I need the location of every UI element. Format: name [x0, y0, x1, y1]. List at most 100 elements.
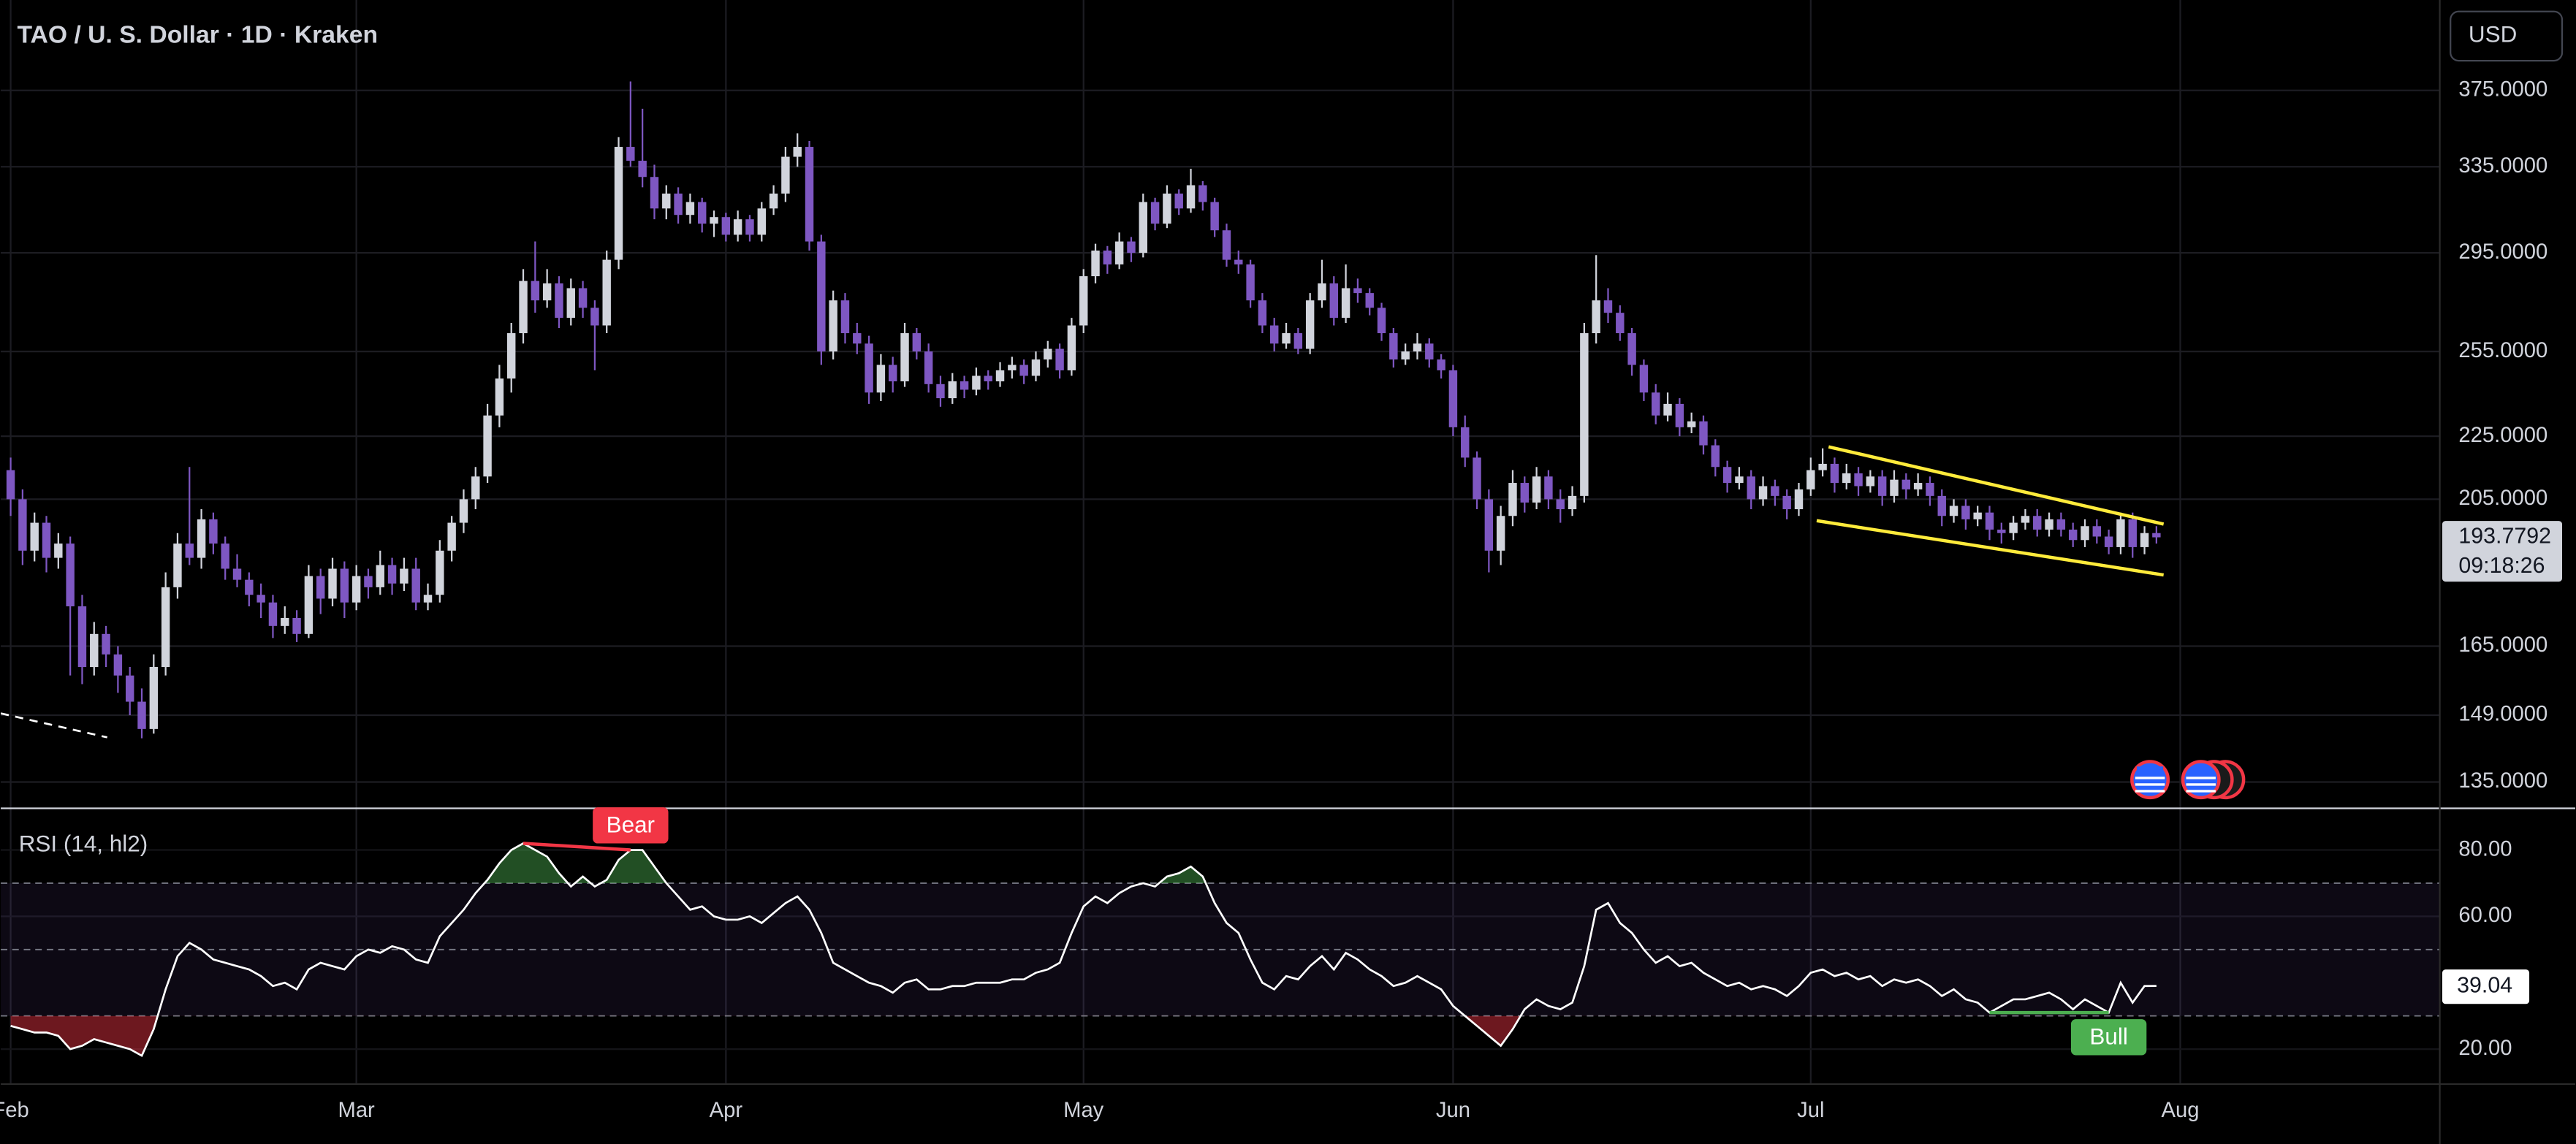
candle-body [1652, 392, 1660, 416]
candle-body [865, 343, 873, 393]
currency-label[interactable]: USD [2469, 22, 2517, 47]
last-price-badge [2442, 521, 2562, 582]
candle-body [1150, 202, 1160, 224]
candle-body [113, 654, 123, 676]
candle-body [685, 202, 695, 216]
axes: Feb Mar Apr May Jun Jul Aug 375.0000 335.0000 295… [0, 78, 2547, 1122]
candle-body [1163, 193, 1171, 224]
candle-body [1353, 288, 1362, 294]
candle-body [1520, 483, 1530, 503]
trend-line [1816, 519, 2165, 577]
y-tick-label: 165.0000 [2458, 633, 2547, 657]
candle-body [316, 576, 325, 599]
candle-body [1496, 516, 1505, 551]
candle-body [2033, 516, 2042, 530]
candle-body [793, 147, 802, 157]
rsi-title: RSI (14, hl2) [19, 831, 148, 856]
candle-body [889, 365, 897, 381]
y-tick-label: 375.0000 [2458, 78, 2547, 102]
candle-body [1854, 473, 1863, 487]
last-price-label: 193.7792 [2458, 525, 2551, 549]
candle-body [1329, 283, 1339, 319]
candle-body [1771, 486, 1779, 496]
candle-body [495, 378, 504, 416]
candle-body [650, 177, 659, 209]
candle-body [900, 333, 909, 381]
event-flags[interactable] [2130, 760, 2246, 800]
candle-body [1616, 313, 1625, 334]
candle-body [1782, 495, 1791, 510]
candle-body [1973, 512, 1982, 519]
candle-body [1508, 483, 1517, 516]
candle-body [185, 544, 194, 558]
candle-body [555, 283, 563, 319]
candle-body [1568, 495, 1577, 510]
divergence-line [523, 842, 631, 852]
rsi-value-label: 39.04 [2457, 974, 2512, 998]
x-tick-label: Feb [0, 1099, 29, 1122]
candle-body [2081, 526, 2089, 541]
candle-body [721, 217, 731, 235]
candle-body [1234, 259, 1243, 264]
candle-body [2152, 533, 2161, 538]
candle-body [1305, 300, 1315, 349]
candle-body [1592, 300, 1600, 334]
candle-body [1246, 264, 1255, 301]
candle-body [1985, 512, 1994, 530]
y-tick-label: 205.0000 [2458, 487, 2547, 510]
candle-body [853, 333, 862, 344]
candle-body [1114, 241, 1124, 264]
candle-body [1127, 241, 1136, 253]
candle-body [1425, 343, 1434, 360]
candle-body [662, 193, 671, 209]
candle-body [1258, 300, 1267, 326]
candle-body [1722, 467, 1732, 484]
y-tick-label: 255.0000 [2458, 339, 2547, 362]
candle-body [411, 568, 420, 603]
candle-body [232, 568, 242, 580]
candle-body [698, 202, 707, 224]
candle-body [2045, 519, 2053, 530]
candle-body [209, 519, 218, 544]
candle-body [840, 300, 850, 334]
candle-body [304, 576, 314, 634]
candle-body [1603, 300, 1613, 313]
rsi-line [10, 842, 2157, 1058]
candle-body [1794, 489, 1804, 510]
candle-body [1186, 185, 1196, 209]
event-flag[interactable] [2181, 760, 2221, 800]
candle-body [566, 288, 575, 319]
candle-body [995, 370, 1005, 381]
candle-body [2092, 526, 2102, 537]
candle-body [1818, 463, 1827, 470]
candle-body [1210, 202, 1219, 231]
candle-body [876, 365, 886, 393]
candle-body [542, 283, 552, 301]
candle-body [1222, 230, 1231, 260]
rsi-tick-label: 80.00 [2458, 837, 2512, 861]
divergence-badge [2070, 1019, 2147, 1056]
currency-button[interactable] [2450, 10, 2564, 62]
candle-body [1901, 479, 1911, 489]
candle-body [281, 618, 289, 626]
candle-body [30, 522, 39, 551]
candle-body [459, 499, 468, 523]
candle-body [1639, 365, 1649, 393]
candle-body [1949, 506, 1958, 516]
x-tick-label: Mar [338, 1099, 376, 1122]
candle-body [912, 333, 922, 352]
candle-body [66, 544, 75, 606]
candle-body [1389, 333, 1398, 360]
candle-body [1318, 283, 1326, 301]
countdown-label: 09:18:26 [2458, 554, 2545, 578]
candle-body [2104, 536, 2113, 547]
candle-body [1341, 288, 1350, 319]
candle-body [2009, 522, 2018, 533]
candle-body [638, 161, 647, 178]
candle-body [1532, 476, 1541, 503]
candle-body [18, 499, 27, 551]
candle-body [1448, 370, 1458, 427]
candle-body [924, 351, 933, 384]
